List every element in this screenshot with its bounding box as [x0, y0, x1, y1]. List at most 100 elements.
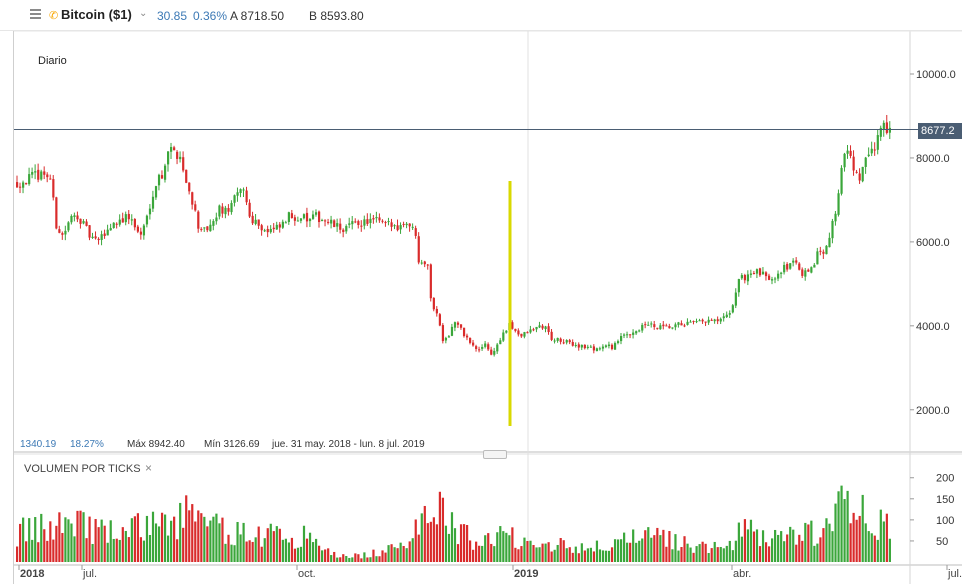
candle-body	[813, 264, 816, 268]
candle-body	[798, 263, 801, 270]
candle-body	[496, 344, 499, 352]
volume-bar	[302, 525, 306, 562]
volume-bar	[426, 523, 429, 562]
candle-body	[586, 346, 589, 348]
candle-body	[423, 261, 426, 265]
candle-body	[453, 322, 457, 328]
candle-body	[668, 326, 671, 329]
candle-body	[31, 171, 34, 175]
candle-body	[251, 215, 254, 224]
candle-body	[173, 147, 176, 151]
candle-body	[393, 225, 396, 227]
volume-bar	[852, 512, 855, 562]
volume-bar	[668, 531, 671, 562]
candle-body	[79, 218, 82, 224]
volume-bar	[369, 557, 372, 562]
volume-bar	[761, 530, 765, 562]
volume-bar	[46, 540, 49, 562]
volume-bar	[644, 530, 647, 562]
volume-bar	[789, 526, 792, 562]
volume-bar	[698, 544, 701, 562]
volume-bar	[695, 546, 698, 562]
candle-body	[786, 263, 789, 270]
volume-axis-label: 150	[936, 494, 954, 506]
panel-resize-handle[interactable]	[483, 450, 507, 459]
instrument-selector[interactable]: Bitcoin ($1)	[61, 7, 132, 22]
candle-body	[641, 324, 644, 331]
candle-body	[623, 334, 626, 336]
chevron-down-icon[interactable]: ⌄	[139, 8, 148, 19]
volume-bar	[19, 523, 22, 562]
candle-body	[170, 147, 173, 152]
volume-bar	[740, 536, 743, 562]
volume-bar	[97, 527, 100, 562]
volume-bar	[819, 537, 822, 562]
volume-bar	[366, 557, 369, 562]
volume-bar	[200, 513, 203, 562]
candle-body	[653, 324, 656, 328]
candle-body	[281, 221, 284, 228]
candle-body	[490, 349, 493, 355]
candle-body	[562, 342, 565, 344]
volume-bar	[550, 551, 553, 562]
candle-body	[284, 222, 287, 224]
candle-body	[266, 228, 269, 233]
volume-bar	[435, 524, 438, 562]
volume-bar	[713, 541, 716, 562]
candle-body	[82, 221, 85, 224]
candle-body	[299, 218, 303, 221]
volume-bar	[813, 545, 816, 562]
candle-body	[559, 338, 562, 342]
volume-bar	[475, 541, 478, 562]
volume-bar	[414, 519, 417, 562]
volume-bar	[28, 518, 31, 562]
candle-body	[731, 305, 734, 313]
volume-bar	[807, 524, 810, 562]
volume-bar	[520, 546, 523, 562]
candle-body	[167, 151, 170, 165]
volume-bar	[381, 550, 384, 562]
volume-bar	[828, 523, 831, 562]
candle-body	[133, 219, 136, 228]
candle-body	[278, 224, 281, 228]
candle-body	[701, 319, 704, 322]
volume-bar	[616, 539, 620, 562]
volume-bar	[496, 532, 499, 562]
volume-bar	[22, 517, 25, 562]
candle-body	[239, 189, 242, 194]
candle-body	[408, 223, 411, 227]
volume-bar	[843, 499, 846, 562]
volume-bar	[683, 536, 686, 562]
volume-bar	[257, 526, 260, 562]
volume-bar	[529, 540, 532, 562]
close-icon[interactable]: ×	[145, 461, 153, 475]
menu-icon[interactable]	[30, 9, 41, 21]
volume-bar	[873, 535, 876, 562]
volume-bar	[311, 542, 315, 562]
volume-bar	[592, 551, 596, 562]
candle-body	[849, 150, 852, 156]
price-axis-label: 4000.0	[916, 321, 950, 333]
volume-bar	[167, 535, 170, 562]
volume-bar	[31, 539, 34, 562]
candle-body	[861, 166, 864, 182]
candle-body	[163, 165, 167, 180]
volume-bar	[783, 541, 786, 562]
volume-bar	[601, 550, 605, 562]
volume-bar	[840, 485, 843, 562]
volume-bar	[130, 518, 133, 562]
volume-bar	[499, 526, 502, 562]
candle-body	[28, 174, 31, 185]
candle-body	[484, 343, 487, 347]
candle-body	[595, 348, 599, 352]
volume-bar	[767, 546, 771, 562]
candle-body	[635, 331, 638, 334]
volume-bar	[290, 537, 294, 562]
volume-bar	[438, 491, 441, 562]
candle-body	[305, 212, 309, 222]
volume-bar	[613, 539, 617, 562]
price-change-percent: 0.36%	[193, 9, 228, 23]
candle-body	[831, 220, 834, 239]
candle-body	[692, 321, 695, 323]
